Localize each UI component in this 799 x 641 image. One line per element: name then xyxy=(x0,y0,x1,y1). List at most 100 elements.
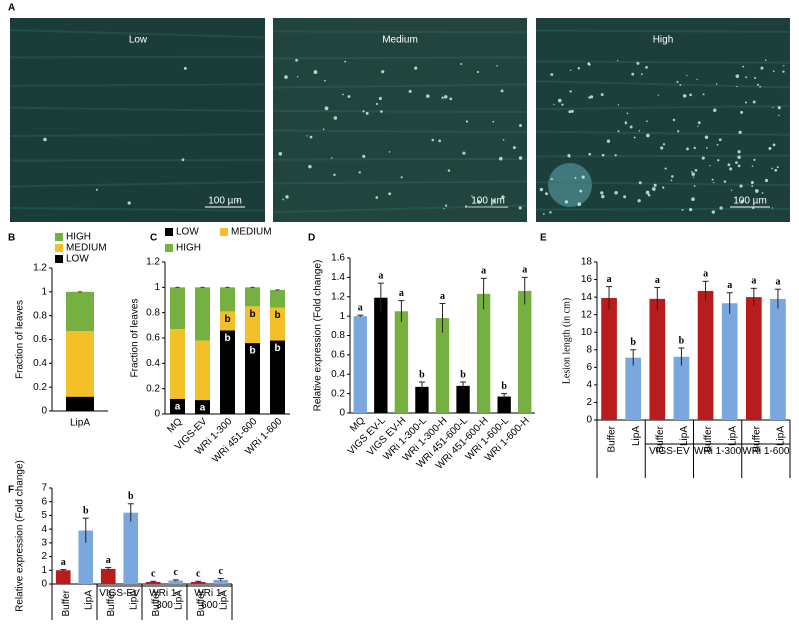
speckle xyxy=(333,173,336,177)
speckle xyxy=(309,135,313,139)
bar xyxy=(601,297,617,420)
speckle xyxy=(449,97,453,101)
y-tick-label: 5 xyxy=(41,510,47,521)
x-tick-label: LipA xyxy=(128,590,139,610)
y-tick-label: 6 xyxy=(41,496,47,507)
speckle xyxy=(727,163,731,167)
streak xyxy=(272,204,528,214)
y-tick-label: 0.2 xyxy=(33,382,47,393)
group-label: VIGS-EV xyxy=(649,446,690,457)
speckle xyxy=(570,69,572,71)
speckle xyxy=(476,70,480,74)
speckle xyxy=(717,159,720,162)
significance-letter: a xyxy=(399,288,404,299)
bar-segment xyxy=(195,400,210,414)
bar-segment xyxy=(66,291,94,332)
y-tick-label: 12 xyxy=(581,309,593,320)
speckle xyxy=(672,118,676,122)
significance-letter: c xyxy=(151,569,156,580)
speckle xyxy=(759,85,761,88)
significance-letter: a xyxy=(703,269,708,280)
speckle xyxy=(753,158,756,161)
significance-letter: a xyxy=(775,277,780,288)
significance-letter: a xyxy=(522,265,527,276)
speckle xyxy=(306,135,308,137)
bar-segment xyxy=(66,331,94,397)
bar xyxy=(190,581,206,584)
error-bar xyxy=(217,578,224,582)
speckle xyxy=(657,94,660,96)
speckle xyxy=(662,143,666,146)
significance-letter: b xyxy=(419,369,425,380)
error-bar xyxy=(480,277,487,310)
error-bar xyxy=(150,580,157,583)
speckle xyxy=(637,199,641,203)
speckle xyxy=(638,181,642,185)
bar-segment xyxy=(170,287,185,330)
speckle xyxy=(323,79,326,82)
panel-label: A xyxy=(8,3,15,14)
speckle xyxy=(752,207,755,210)
panel-label: B xyxy=(8,233,15,244)
speckle xyxy=(768,147,772,150)
error-bar xyxy=(774,288,781,309)
y-tick-label: 0.6 xyxy=(33,334,47,345)
bar-segment xyxy=(270,289,285,308)
scale-bar-label: 100 µm xyxy=(208,196,242,207)
speckle xyxy=(750,180,754,185)
speckle xyxy=(378,96,382,101)
error-bar xyxy=(82,517,89,543)
speckle xyxy=(646,133,650,138)
speckle xyxy=(236,199,239,202)
image-label: Low xyxy=(129,35,148,46)
bar-segment xyxy=(245,306,260,344)
speckle xyxy=(764,178,769,183)
error-bar xyxy=(460,381,467,390)
speckle xyxy=(614,154,617,157)
speckle xyxy=(614,190,618,195)
speckle xyxy=(589,95,594,99)
group-label-box: WRi 1-300 xyxy=(149,588,180,611)
y-axis-label: Relative expression (Fold change) xyxy=(313,260,324,412)
speckle xyxy=(742,65,745,68)
y-tick-label: 1 xyxy=(154,282,160,293)
error-bar xyxy=(60,569,67,571)
speckle xyxy=(782,70,785,73)
speckle xyxy=(600,93,604,96)
image-label: Medium xyxy=(382,35,418,46)
speckle xyxy=(638,130,641,132)
speckle xyxy=(581,175,585,179)
significance-letter: a xyxy=(200,403,206,414)
x-tick-label: Buffer xyxy=(751,425,762,452)
bar xyxy=(745,297,762,420)
y-tick-label: 0.4 xyxy=(331,369,345,380)
speckle xyxy=(636,61,640,65)
bar-segment xyxy=(220,287,235,312)
bar xyxy=(518,290,532,413)
speckle xyxy=(438,139,442,143)
significance-letter: c xyxy=(174,567,179,578)
speckle xyxy=(736,85,738,88)
streak xyxy=(535,207,791,211)
error-bar xyxy=(654,286,661,311)
significance-letter: b xyxy=(274,343,280,354)
speckle xyxy=(550,178,553,181)
streak xyxy=(535,60,791,64)
error-bar xyxy=(606,286,613,310)
significance-letter: a xyxy=(751,276,756,287)
error-bar xyxy=(501,393,508,400)
speckle xyxy=(774,168,778,172)
x-tick-label: Buffer xyxy=(106,589,117,616)
speckle xyxy=(716,143,719,146)
bar-segment xyxy=(245,343,260,414)
bar-segment xyxy=(195,287,210,341)
y-tick-label: 7 xyxy=(41,483,47,494)
speckle xyxy=(697,125,699,127)
speckle xyxy=(745,76,748,79)
speckle xyxy=(577,67,580,70)
streak xyxy=(272,83,528,89)
legend-label: LOW xyxy=(66,254,89,265)
streak xyxy=(535,130,791,136)
speckle xyxy=(623,195,627,199)
speckle xyxy=(460,63,463,66)
